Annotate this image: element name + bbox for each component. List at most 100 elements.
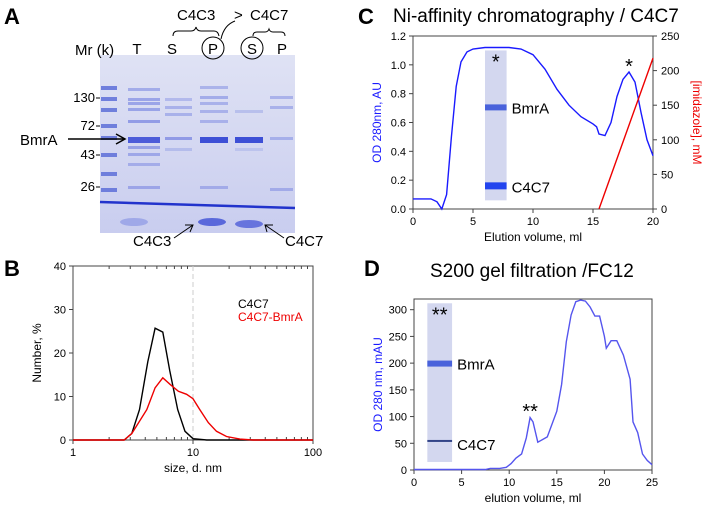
marker-band [101,188,117,192]
group-c4c3-label: C4C3 [177,7,215,24]
y-tick-label: 0.6 [391,118,406,130]
bmra-arrowhead [115,133,127,145]
protein-band [200,120,228,123]
lane-circle-s [240,36,264,60]
protein-band [128,163,160,166]
c4c7-label: C4C7 [285,233,323,250]
protein-band [200,186,228,189]
chart-title-c: Ni-affinity chromatography / C4C7 [393,6,679,27]
panel-letter-c: C [358,4,374,29]
y2-tick-label: 200 [661,66,679,78]
x-tick-label: 0 [410,216,416,228]
mr-label: Mr (k) [75,42,114,59]
y-tick-label: 0.0 [391,204,406,216]
x-tick-label: 10 [503,477,515,489]
panel-letter-a: A [4,4,20,29]
y-tick-label: 150 [389,385,407,397]
panel-b: B 1 10 100 0 10 20 30 40 size, d. nm Number, % C4… [4,256,322,475]
series-line-od-280nm [413,46,654,211]
inset-label-c4c7: C4C7 [512,179,550,196]
panel-a: A Mr (k) 130 72 43 26 T S P S P C4C3 > C4C7 Bmr… [4,4,323,250]
protein-band [200,86,228,89]
y-tick-label: 0.4 [391,146,406,158]
lane-label: P [208,41,218,58]
marker-band [101,108,117,112]
series-line-od-280-nm [414,299,653,471]
y-tick-label: 50 [395,438,407,450]
protein-band [128,98,160,101]
dye-front [99,200,296,210]
y-tick-label: 1.0 [391,60,406,72]
protein-band [165,106,192,109]
protein-band [200,137,228,143]
protein-band [270,188,293,191]
y2-tick-label: 250 [661,31,679,43]
protein-band [165,98,192,101]
y2-axis-label: [imidazole], mM [690,80,702,164]
x-tick-label: 25 [646,477,658,489]
lane-label: P [277,41,287,58]
y-tick-label: 100 [389,412,407,424]
protein-band [165,137,192,140]
detergent-band [235,220,263,228]
c4c7-arrow [264,224,285,239]
x-axis-label: size, d. nm [164,461,222,475]
lane-label: S [247,41,257,58]
inset-band-bmra [485,104,507,111]
inset-label-c4c7: C4C7 [457,437,495,454]
y2-tick-label: 0 [661,204,667,216]
protein-band [270,137,293,140]
peak-annotation: ** [522,401,538,423]
y-tick-label: 40 [54,261,66,273]
y-tick-label: 0 [401,465,407,477]
legend-c4c7-bmra: C4C7-BmrA [238,310,303,324]
inset-band-c4c7 [485,182,507,190]
x-tick-label: 20 [598,477,610,489]
protein-band [128,102,160,105]
x-tick-label: 10 [187,447,199,459]
protein-band [270,96,293,99]
protein-band [165,148,192,151]
protein-band [200,96,228,99]
y-tick-label: 30 [54,305,66,317]
y2-tick-label: 150 [661,100,679,112]
x-tick-label: 0 [411,477,417,489]
x-tick-label: 15 [587,216,599,228]
protein-band [165,113,192,116]
lane-label: T [132,41,141,58]
x-tick-label: 20 [647,216,659,228]
y-tick-label: 200 [389,358,407,370]
y2-tick-label: 50 [661,169,673,181]
protein-band [128,153,160,156]
peak-annotation: * [625,56,633,78]
series-line-c4c7 [73,327,313,441]
x-tick-label: 1 [70,447,76,459]
protein-band [200,102,228,105]
marker-band [101,153,117,157]
y-tick-label: 0.8 [391,89,406,101]
legend-c4c7: C4C7 [238,297,269,311]
panel-c: C Ni-affinity chromatography / C4C7 * Bmr… [358,4,702,244]
x-tick-label: 5 [470,216,476,228]
inset-gel-lane [485,50,507,201]
lane-label: S [167,41,177,58]
panel-d: D S200 gel filtration /FC12 ** BmrA C4C7 0 5… [364,256,658,505]
inset-star: ** [432,304,448,326]
marker-band [101,124,117,128]
c4c3-arrow [173,224,194,239]
protein-band [235,148,263,151]
x-tick-label: 15 [551,477,563,489]
y-tick-label: 0 [60,435,66,447]
marker-label: 72 [81,118,95,133]
protein-band [128,146,160,149]
protein-band [128,186,160,189]
chart-title-d: S200 gel filtration /FC12 [430,261,634,282]
detergent-band [198,218,226,226]
brace-c4c7 [252,27,286,37]
protein-band [200,110,228,113]
y-tick-label: 300 [389,305,407,317]
y-axis-label: OD 280 nm, mAU [371,337,385,432]
protein-band [128,108,160,111]
lane-circle-p [201,36,225,60]
y-tick-label: 250 [389,331,407,343]
